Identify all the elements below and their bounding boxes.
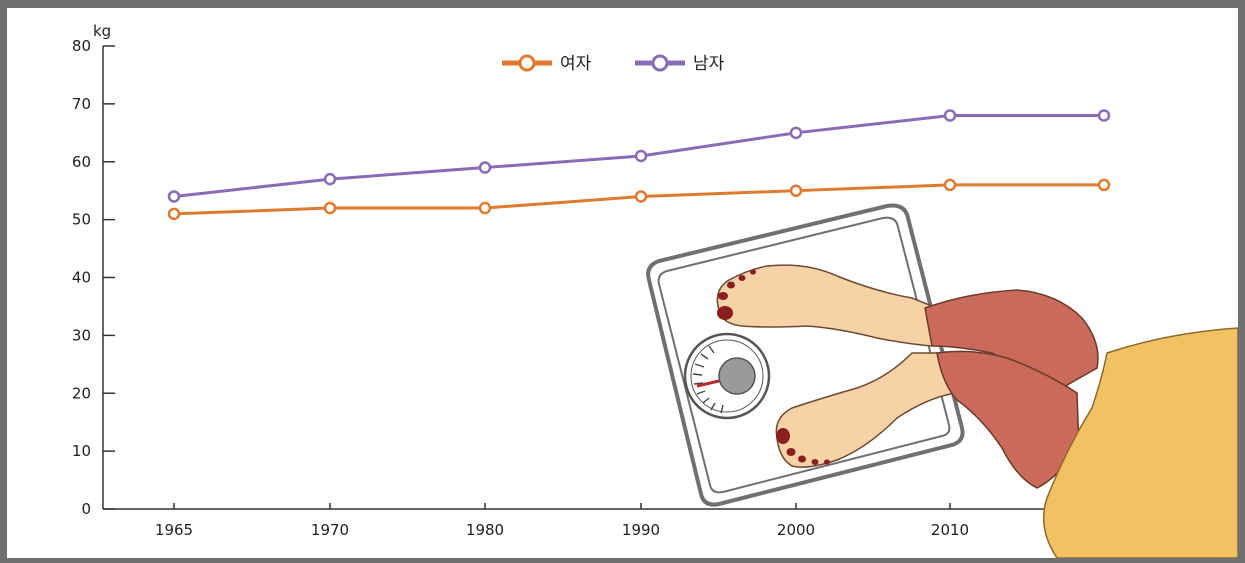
- chart-frame: kg 0 10 20 30 40 50 60 70 80 1965 1970 1980 1990 200…: [7, 8, 1238, 558]
- y-tick-label: 30: [72, 326, 91, 344]
- data-point: [478, 201, 492, 215]
- data-point: [634, 190, 648, 203]
- series-group: [167, 109, 1111, 221]
- line-chart: kg 0 10 20 30 40 50 60 70 80 1965 1970 1980 1990 200…: [72, 22, 1238, 558]
- upper-toenails: [717, 269, 756, 320]
- data-point: [634, 149, 648, 163]
- lower-foot: [775, 352, 956, 468]
- legend-label: 여자: [560, 54, 592, 74]
- y-tick-label: 10: [72, 442, 91, 460]
- y-tick-label: 80: [72, 37, 91, 55]
- data-point: [167, 190, 181, 203]
- scale-dial: [683, 332, 771, 420]
- y-tick-group: 0 10 20 30 40 50 60 70 80: [72, 37, 115, 518]
- legend-marker: [651, 54, 669, 72]
- lower-toenails: [776, 428, 830, 465]
- data-point: [943, 109, 957, 122]
- data-point: [167, 207, 181, 221]
- data-point: [1097, 178, 1111, 192]
- bathroom-scale-feet-icon: [646, 203, 1238, 558]
- y-tick-label: 50: [72, 211, 91, 229]
- data-point: [1097, 109, 1111, 122]
- x-tick-label: 1980: [466, 521, 504, 539]
- x-tick-label: 1965: [155, 521, 193, 539]
- y-tick-label: 60: [72, 153, 91, 171]
- data-point: [323, 172, 337, 186]
- legend-marker: [518, 54, 536, 72]
- data-point: [789, 184, 803, 197]
- y-tick-label: 40: [72, 269, 91, 287]
- y-tick-label: 20: [72, 384, 91, 402]
- x-tick-label: 2000: [777, 521, 815, 539]
- data-point: [943, 178, 957, 192]
- robe: [1042, 327, 1238, 558]
- y-tick-label: 0: [81, 500, 91, 518]
- x-tick-label: 2010: [931, 521, 969, 539]
- data-point: [323, 201, 337, 215]
- data-point: [478, 161, 492, 174]
- x-tick-label: 1970: [311, 521, 349, 539]
- data-point: [789, 126, 803, 140]
- y-unit-label: kg: [93, 22, 111, 40]
- chart-legend: 여자 남자: [502, 54, 725, 74]
- x-tick-label: 1990: [622, 521, 660, 539]
- legend-label: 남자: [693, 54, 725, 74]
- lower-sleeve: [936, 350, 1080, 489]
- upper-sleeve: [924, 289, 1099, 389]
- y-tick-label: 70: [72, 95, 91, 113]
